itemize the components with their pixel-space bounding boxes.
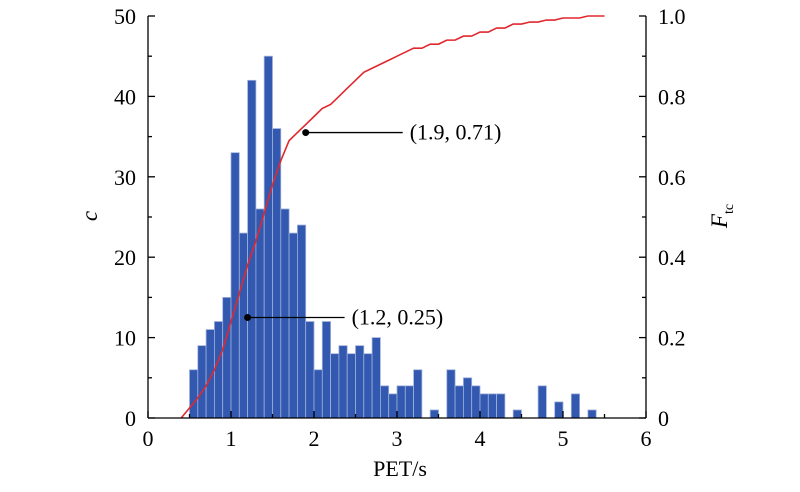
histogram-bar (313, 369, 323, 419)
histogram-bar (379, 385, 390, 419)
histogram-bar (238, 232, 249, 419)
axes (147, 15, 647, 419)
histogram-bar (305, 321, 315, 419)
histogram-bar (388, 393, 398, 419)
histogram-bar (263, 55, 273, 419)
histogram-bar (338, 345, 348, 419)
cdf-line (180, 15, 605, 419)
x-tick-label: 0 (143, 426, 154, 451)
histogram-bar (213, 321, 224, 419)
x-tick-label: 5 (558, 426, 569, 451)
histogram-bar (429, 409, 439, 419)
y-right-tick-label: 1.0 (658, 4, 686, 29)
y-right-tick-label: 0.8 (658, 84, 686, 109)
histogram-bar (321, 321, 331, 419)
histogram-bar (288, 232, 298, 419)
histogram-bar (280, 208, 290, 419)
histogram-bar (479, 393, 489, 419)
histogram-bar (222, 296, 232, 419)
y-left-tick-label: 40 (114, 84, 136, 109)
histogram-bar (587, 409, 597, 419)
histogram-bar (537, 385, 547, 419)
y-right-axis-label-main: F (707, 213, 732, 229)
histogram-bar (413, 369, 423, 419)
histogram-bar (296, 224, 307, 419)
annotation-label: (1.9, 0.71) (410, 120, 502, 145)
histogram-bar (454, 385, 464, 419)
y-right-axis-label-sub: tc (722, 204, 737, 214)
annotations: (1.2, 0.25) (1.9, 0.71) (244, 120, 501, 330)
x-tick-label: 1 (226, 426, 237, 451)
histogram-bars (189, 55, 597, 419)
histogram-bar (247, 79, 257, 419)
y-left-tick-label: 10 (114, 326, 136, 351)
y-right-tick-label: 0.6 (658, 165, 686, 190)
annotation-point (244, 314, 252, 321)
y-left-tick-label: 30 (114, 165, 136, 190)
y-right-tick-label: 0 (658, 406, 669, 431)
histogram-bar (446, 369, 456, 419)
histogram-bar (363, 353, 373, 419)
histogram-bar (197, 345, 207, 419)
histogram-bar (230, 152, 240, 419)
x-tick-label: 3 (392, 426, 403, 451)
annotation-point (302, 129, 310, 137)
histogram-bar (471, 385, 481, 419)
histogram-bar (512, 409, 522, 419)
histogram-bar (371, 337, 381, 419)
histogram-bar (396, 385, 406, 419)
histogram-bar (346, 353, 356, 419)
histogram-bar (355, 345, 365, 419)
histogram-bar (330, 353, 340, 419)
x-tick-label: 6 (641, 426, 652, 451)
y-right-tick-label: 0.2 (658, 326, 686, 351)
y-left-tick-label: 50 (114, 4, 136, 29)
histogram-bar (189, 369, 199, 419)
y-right-axis-label: Ftc (707, 204, 737, 229)
y-right-tick-label: 0.4 (658, 245, 686, 270)
annotation-label: (1.2, 0.25) (352, 305, 444, 330)
histogram-bar (496, 393, 506, 419)
x-tick-label: 2 (309, 426, 320, 451)
histogram-bar (554, 401, 564, 419)
histogram-bar (570, 393, 580, 419)
y-left-tick-label: 0 (125, 406, 136, 431)
x-axis-label: PET/s (373, 456, 427, 481)
y-left-tick-label: 20 (114, 245, 136, 270)
y-left-axis-label: c (77, 211, 102, 221)
x-tick-label: 4 (475, 426, 486, 451)
histogram-bar (462, 377, 473, 419)
histogram-bar (487, 393, 497, 419)
histogram-bar (404, 385, 414, 419)
histogram-bar (255, 208, 265, 419)
